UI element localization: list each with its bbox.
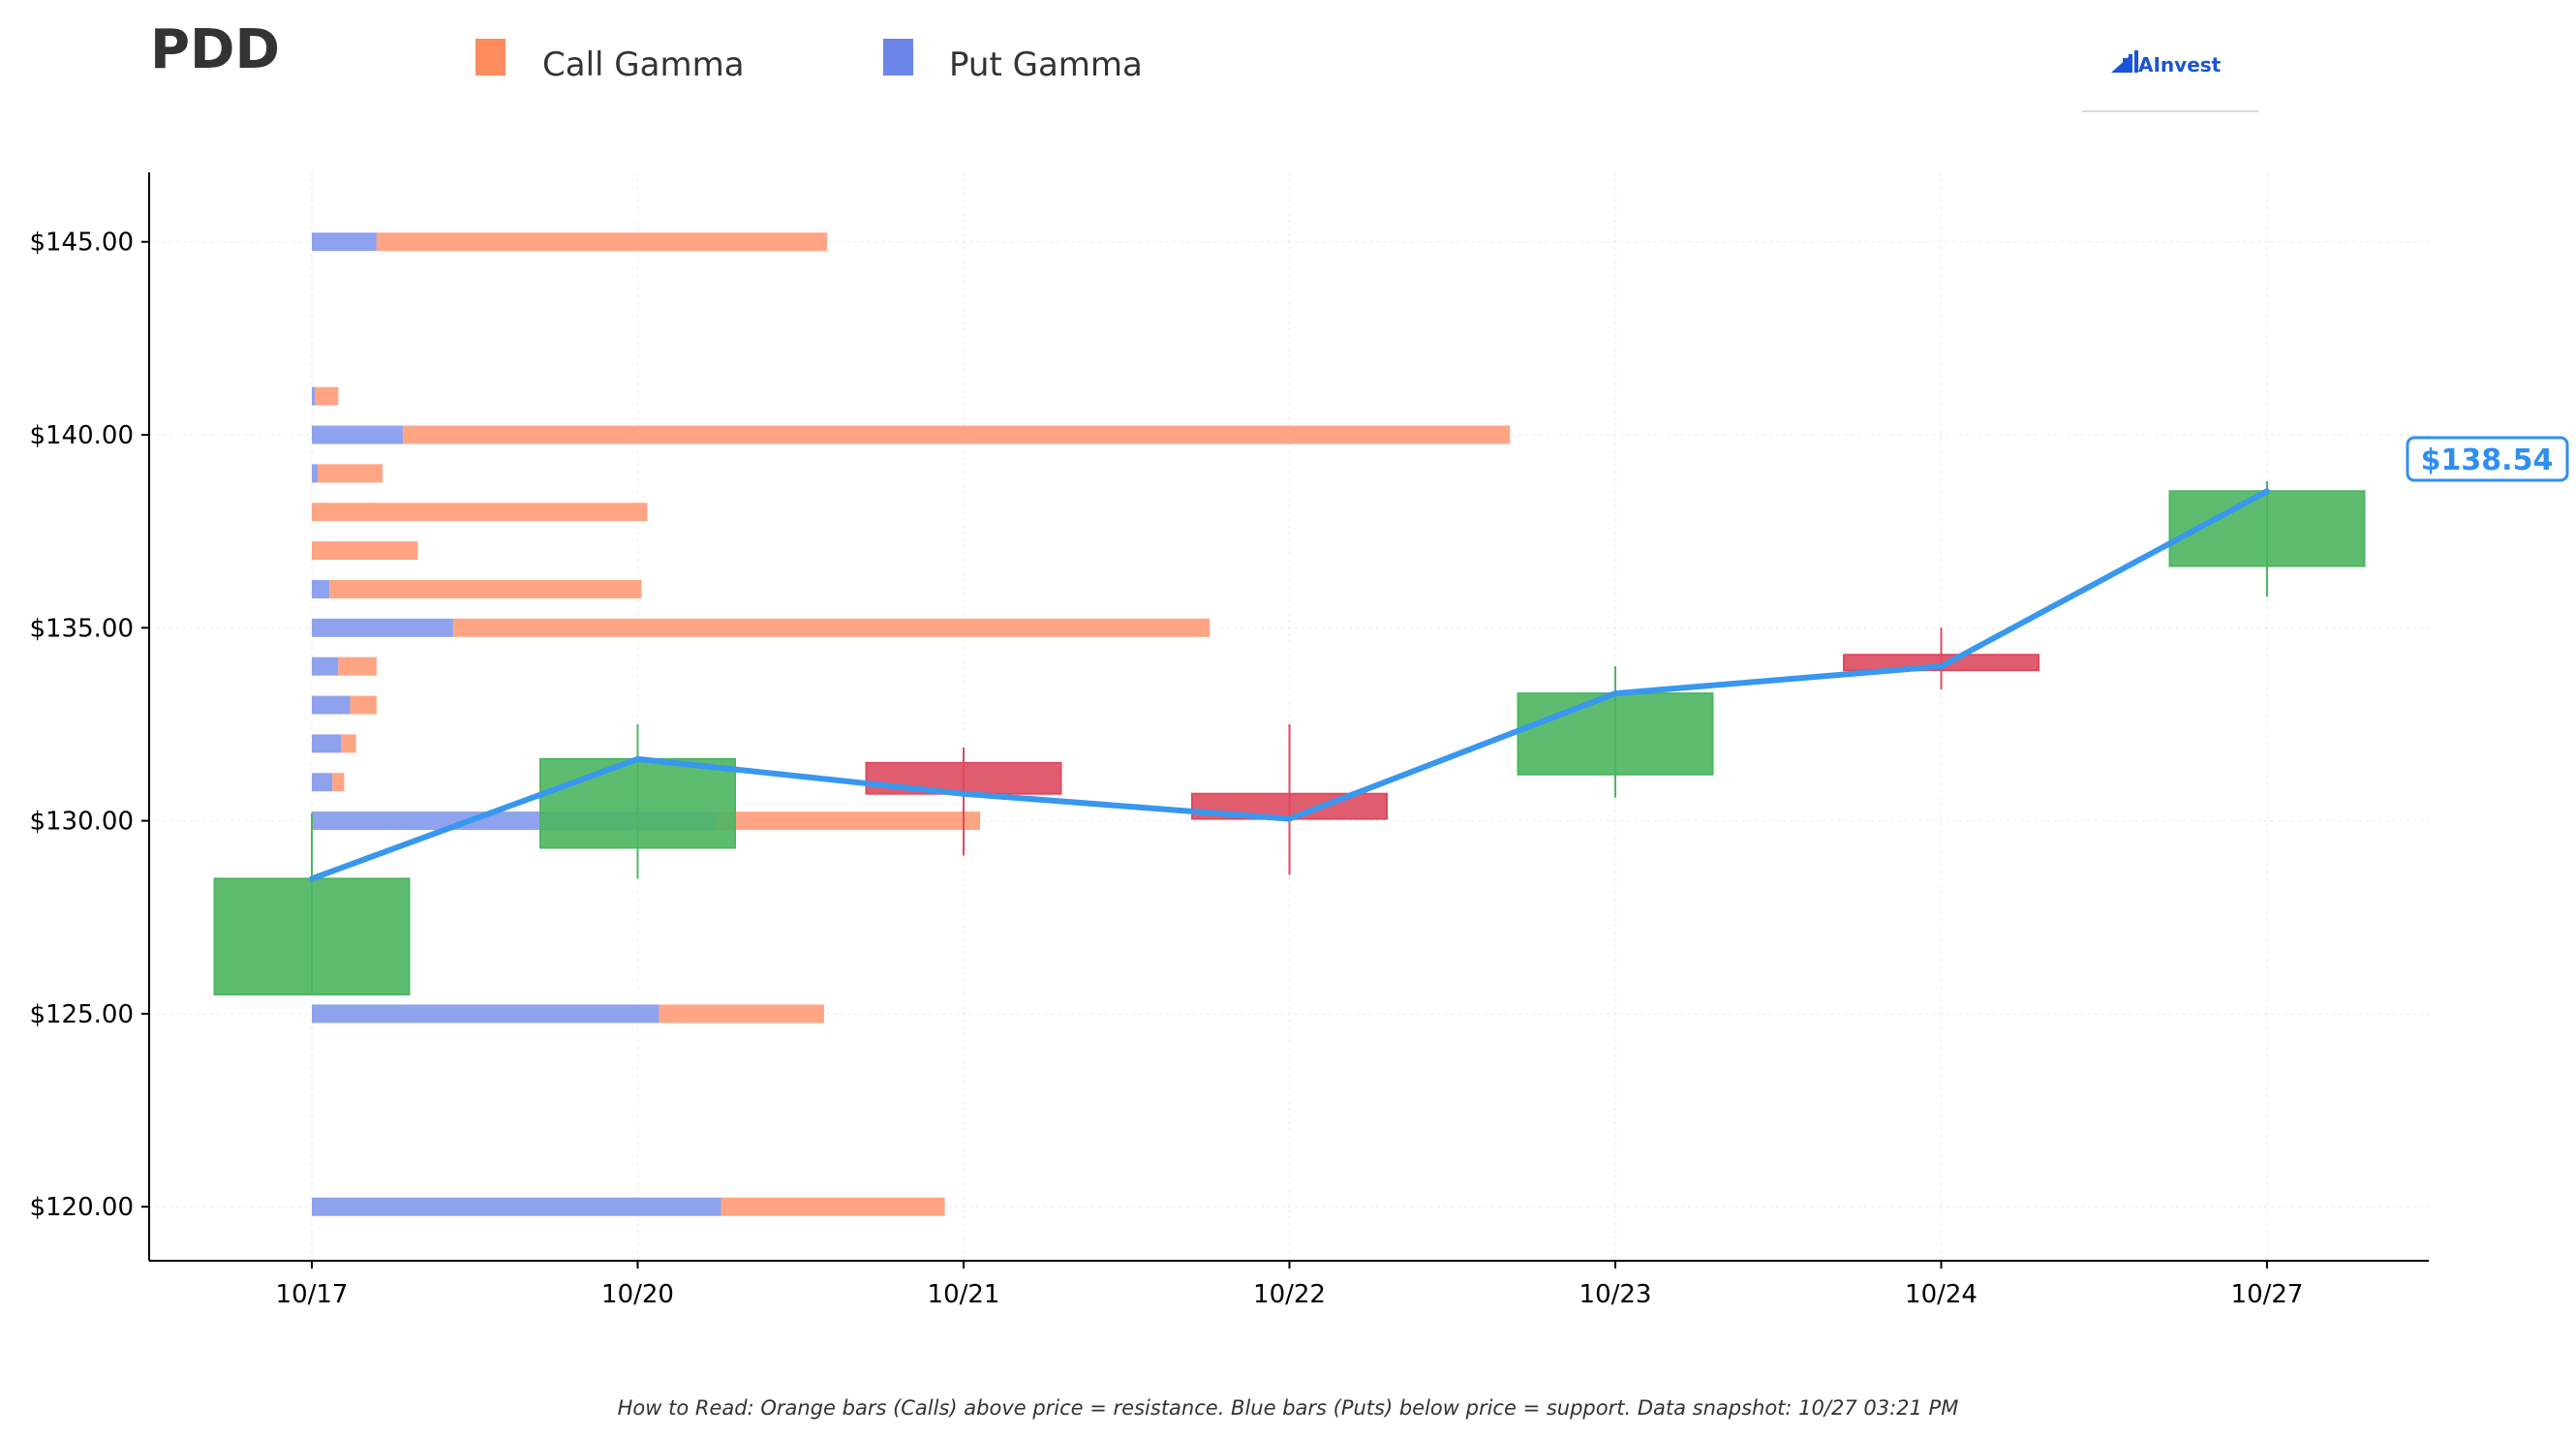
chart-title: PDD [150, 18, 280, 81]
x-axis-ticks: 10/17 10/20 10/21 10/22 10/23 10/24 10/27 [276, 1261, 2304, 1309]
legend: Call Gamma Put Gamma [475, 39, 1143, 84]
put-gamma-bar [312, 1004, 659, 1024]
candle-body [213, 877, 411, 995]
call-gamma-bar [376, 232, 827, 252]
put-gamma-bar [312, 386, 316, 406]
footer-note: How to Read: Orange bars (Calls) above p… [618, 1396, 1959, 1420]
candle-body [1843, 654, 2039, 672]
call-gamma-bar [312, 541, 418, 561]
call-gamma-bar [338, 657, 377, 676]
x-tick-label: 10/22 [1253, 1280, 1326, 1309]
grid-lines [149, 172, 2429, 1261]
last-price-label: $138.54 [2421, 443, 2554, 477]
x-tick-label: 10/21 [928, 1280, 1000, 1309]
candle-body [1517, 692, 1714, 776]
logo: AInvest [2082, 50, 2258, 112]
call-gamma-bar [452, 618, 1211, 637]
x-tick-label: 10/24 [1905, 1280, 1978, 1309]
call-gamma-bar [329, 579, 642, 598]
price-line [309, 488, 2270, 882]
put-gamma-bar [312, 1197, 721, 1216]
put-gamma-bar [312, 734, 342, 753]
logo-text: AInvest [2138, 53, 2222, 76]
x-tick-label: 10/20 [601, 1280, 674, 1309]
legend-label-put: Put Gamma [949, 46, 1143, 84]
y-tick-label: $140.00 [29, 421, 134, 450]
y-tick-label: $135.00 [29, 614, 134, 643]
call-gamma-bar [715, 811, 981, 831]
legend-swatch-call [475, 39, 506, 76]
x-tick-label: 10/17 [276, 1280, 349, 1309]
call-gamma-bar [721, 1197, 945, 1216]
y-tick-label: $130.00 [29, 808, 134, 837]
put-gamma-bar [312, 464, 319, 483]
put-gamma-bar [312, 579, 330, 598]
y-axis-ticks: $120.00 $125.00 $130.00 $135.00 $140.00 $145.… [29, 229, 149, 1222]
chart-bars-icon [2111, 50, 2138, 73]
put-gamma-bar [312, 695, 351, 715]
put-gamma-bar [312, 425, 404, 444]
call-gamma-bar [659, 1004, 824, 1024]
legend-swatch-put [883, 39, 913, 76]
last-price-badge: $138.54 [2406, 436, 2569, 482]
last-price-box [2406, 436, 2569, 482]
x-tick-label: 10/27 [2231, 1280, 2304, 1309]
y-tick-label: $125.00 [29, 1000, 134, 1029]
call-gamma-bar [332, 773, 345, 792]
call-gamma-bar [318, 464, 383, 483]
call-gamma-bar [350, 695, 377, 715]
call-gamma-bar [403, 425, 1511, 444]
call-gamma-bar [312, 503, 648, 522]
y-tick-label: $120.00 [29, 1193, 134, 1222]
put-gamma-bar [312, 657, 339, 676]
call-gamma-bar [341, 734, 356, 753]
put-gamma-bar [312, 773, 333, 792]
put-gamma-bar [312, 618, 453, 637]
candlesticks [213, 480, 2366, 995]
x-tick-label: 10/23 [1579, 1280, 1652, 1309]
y-tick-label: $145.00 [29, 229, 134, 258]
candle-body [865, 761, 1062, 795]
legend-label-call: Call Gamma [542, 46, 745, 84]
price-line-path [309, 488, 2270, 882]
gamma-bars [312, 232, 1511, 1216]
call-gamma-bar [315, 386, 339, 406]
put-gamma-bar [312, 232, 377, 252]
candle-body [539, 757, 736, 849]
